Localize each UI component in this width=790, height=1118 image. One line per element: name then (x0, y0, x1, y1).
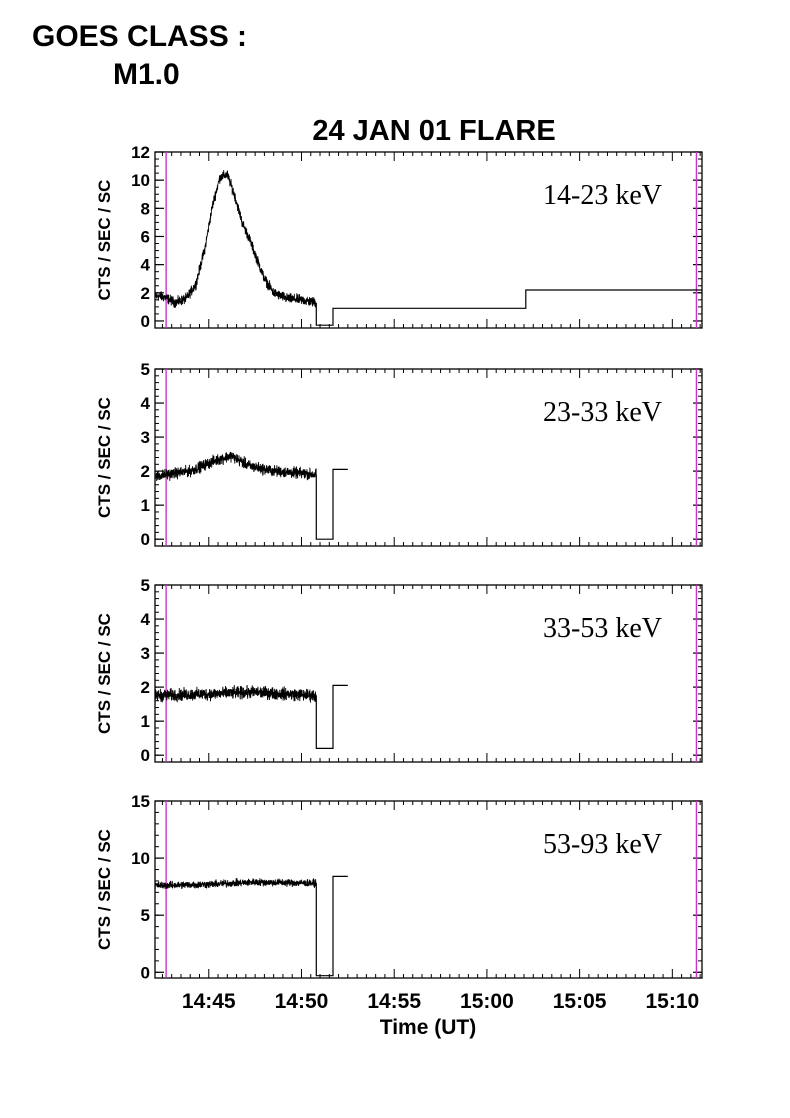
x-tick-label: 15:00 (460, 990, 514, 1013)
y-tick-label: 8 (141, 199, 150, 218)
y-tick-label: 15 (131, 792, 150, 811)
y-tick-label: 12 (131, 143, 150, 162)
x-tick-label: 15:05 (553, 990, 607, 1013)
y-tick-label: 0 (141, 312, 150, 331)
y-tick-label: 2 (141, 462, 150, 481)
y-tick-label: 10 (131, 849, 150, 868)
y-tick-label: 3 (141, 428, 150, 447)
panel-2-count-rate-series (154, 451, 317, 482)
goes-class-label: GOES CLASS : (32, 20, 248, 53)
y-tick-label: 1 (141, 496, 150, 515)
panel-1-step-series (315, 289, 702, 326)
chart-title: 24 JAN 01 FLARE (312, 115, 555, 147)
panel-2-step-series (315, 468, 348, 540)
panel-4-energy-band-label: 53-93 keV (543, 829, 662, 860)
y-tick-label: 1 (141, 712, 150, 731)
y-tick-label: 0 (141, 530, 150, 549)
y-tick-label: 3 (141, 644, 150, 663)
panel-2-energy-band-label: 23-33 keV (543, 397, 662, 428)
y-tick-label: 6 (141, 227, 150, 246)
y-tick-label: 4 (141, 610, 151, 629)
y-tick-label: 10 (131, 171, 150, 190)
panel-1-frame (154, 151, 703, 329)
panel-1-energy-band-label: 14-23 keV (543, 180, 662, 211)
x-tick-label: 14:50 (275, 990, 329, 1013)
panel-4-y-axis-title: CTS / SEC / SC (95, 829, 114, 950)
panel-1-y-axis-title: CTS / SEC / SC (95, 180, 114, 301)
y-tick-label: 5 (141, 576, 150, 595)
y-tick-label: 4 (141, 256, 151, 275)
panel-4-step-series (315, 875, 348, 977)
panel-4-count-rate-series (154, 878, 317, 890)
y-tick-label: 2 (141, 678, 150, 697)
goes-class-value: M1.0 (113, 58, 180, 91)
x-axis-title: Time (UT) (380, 1016, 476, 1039)
panel-2-y-axis-title: CTS / SEC / SC (95, 397, 114, 518)
panel-3-y-axis-title: CTS / SEC / SC (95, 613, 114, 734)
y-tick-label: 0 (141, 963, 150, 982)
x-tick-label: 14:55 (367, 990, 421, 1013)
panel-3-frame (154, 584, 703, 763)
x-tick-label: 14:45 (182, 990, 236, 1013)
panel-2-frame (154, 368, 703, 547)
y-tick-label: 4 (141, 394, 151, 413)
y-tick-label: 5 (141, 906, 150, 925)
x-tick-label: 15:10 (645, 990, 699, 1013)
y-tick-label: 5 (141, 360, 150, 379)
y-tick-label: 2 (141, 284, 150, 303)
panel-3-count-rate-series (154, 684, 317, 703)
panel-4-frame (154, 800, 703, 979)
panel-3-step-series (315, 684, 348, 749)
y-tick-label: 0 (141, 746, 150, 765)
panel-3-energy-band-label: 33-53 keV (543, 613, 662, 644)
panel-1-count-rate-series (154, 170, 317, 309)
